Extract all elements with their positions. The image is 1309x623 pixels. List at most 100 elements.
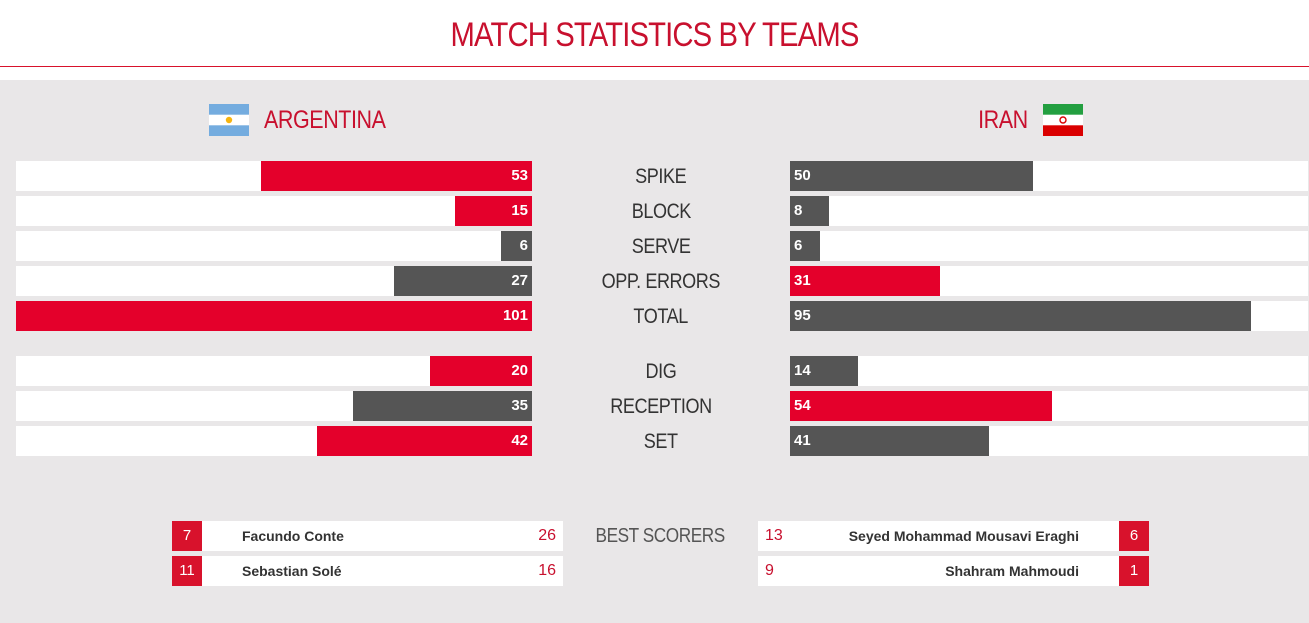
stat-label-text: SET xyxy=(644,430,678,453)
best-scorers-label: BEST SCORERS xyxy=(563,525,758,548)
team-right: IRAN xyxy=(970,104,1083,136)
bar-right: 31 xyxy=(790,266,940,296)
stat-row-serve: 6 SERVE 6 xyxy=(0,231,1309,261)
value-left: 15 xyxy=(511,202,528,219)
bar-track-right: 8 xyxy=(790,196,1308,226)
stat-label-text: TOTAL xyxy=(633,305,689,328)
value-right: 50 xyxy=(794,167,811,184)
bar-track-left: 20 xyxy=(16,356,532,386)
stat-label-text: SPIKE xyxy=(635,165,687,188)
bar-track-left: 53 xyxy=(16,161,532,191)
stat-row-dig: 20 DIG 14 xyxy=(0,356,1309,386)
bar-track-right: 54 xyxy=(790,391,1308,421)
stat-label: SPIKE xyxy=(532,165,790,189)
value-right: 95 xyxy=(794,307,811,324)
scorer-points: 13 xyxy=(765,527,783,544)
stat-row-spike: 53 SPIKE 50 xyxy=(0,161,1309,191)
scorer-points: 9 xyxy=(765,562,774,579)
stat-label: DIG xyxy=(532,360,790,384)
value-right: 54 xyxy=(794,397,811,414)
stat-label-text: SERVE xyxy=(631,235,691,258)
scorer-card: 13 Seyed Mohammad Mousavi Eraghi xyxy=(758,521,1119,551)
bar-track-left: 42 xyxy=(16,426,532,456)
argentina-flag-icon xyxy=(209,104,249,136)
value-left: 6 xyxy=(519,237,528,254)
bar-track-right: 50 xyxy=(790,161,1308,191)
bar-right: 14 xyxy=(790,356,858,386)
scorer-number: 6 xyxy=(1119,521,1149,551)
scorer-points: 26 xyxy=(538,527,556,544)
page-title: MATCH STATISTICS BY TEAMS xyxy=(450,16,860,54)
bar-track-right: 6 xyxy=(790,231,1308,261)
stat-row-opp-errors: 27 OPP. ERRORS 31 xyxy=(0,266,1309,296)
value-left: 27 xyxy=(511,272,528,289)
team-left: ARGENTINA xyxy=(209,104,405,136)
scorer-card: Sebastian Solé 16 xyxy=(202,556,563,586)
scorer-right-row: 9 Shahram Mahmoudi 1 xyxy=(758,556,1149,586)
stat-row-total: 101 TOTAL 95 xyxy=(0,301,1309,331)
scorer-left-row: 7 Facundo Conte 26 xyxy=(172,521,563,551)
bar-left: 53 xyxy=(261,161,532,191)
bar-track-left: 35 xyxy=(16,391,532,421)
scorer-number: 1 xyxy=(1119,556,1149,586)
team-right-name: IRAN xyxy=(978,105,1028,134)
scorer-name: Seyed Mohammad Mousavi Eraghi xyxy=(848,528,1079,544)
stat-label: TOTAL xyxy=(532,305,790,329)
value-left: 20 xyxy=(511,362,528,379)
scorer-number: 7 xyxy=(172,521,202,551)
bar-track-right: 95 xyxy=(790,301,1308,331)
stat-label: RECEPTION xyxy=(532,395,790,419)
stat-label-text: BLOCK xyxy=(631,200,691,223)
stat-label-text: RECEPTION xyxy=(610,395,712,418)
bar-right: 8 xyxy=(790,196,829,226)
header: MATCH STATISTICS BY TEAMS xyxy=(0,0,1309,67)
value-left: 101 xyxy=(502,307,528,324)
stat-row-block: 15 BLOCK 8 xyxy=(0,196,1309,226)
value-left: 35 xyxy=(511,397,528,414)
stat-row-set: 42 SET 41 xyxy=(0,426,1309,456)
bar-track-left: 101 xyxy=(16,301,532,331)
bar-right: 50 xyxy=(790,161,1033,191)
value-left: 42 xyxy=(511,432,528,449)
bar-left: 27 xyxy=(394,266,532,296)
value-right: 14 xyxy=(794,362,811,379)
value-right: 8 xyxy=(794,202,803,219)
bar-left: 15 xyxy=(455,196,532,226)
value-right: 6 xyxy=(794,237,803,254)
scorer-right-row: 13 Seyed Mohammad Mousavi Eraghi 6 xyxy=(758,521,1149,551)
scorer-name: Facundo Conte xyxy=(242,528,344,544)
bar-right: 95 xyxy=(790,301,1251,331)
scorer-number: 11 xyxy=(172,556,202,586)
value-right: 31 xyxy=(794,272,811,289)
team-left-name: ARGENTINA xyxy=(264,105,386,134)
scorer-left-row: 11 Sebastian Solé 16 xyxy=(172,556,563,586)
bar-left: 35 xyxy=(353,391,532,421)
scorer-name: Sebastian Solé xyxy=(242,563,342,579)
scorer-card: Facundo Conte 26 xyxy=(202,521,563,551)
bar-right: 41 xyxy=(790,426,989,456)
value-right: 41 xyxy=(794,432,811,449)
scorer-card: 9 Shahram Mahmoudi xyxy=(758,556,1119,586)
iran-flag-icon xyxy=(1043,104,1083,136)
stat-label: SERVE xyxy=(532,235,790,259)
bar-right: 6 xyxy=(790,231,820,261)
bar-left: 20 xyxy=(430,356,532,386)
best-scorers-label-text: BEST SCORERS xyxy=(595,525,726,547)
stat-label-text: OPP. ERRORS xyxy=(601,270,721,293)
bar-track-left: 6 xyxy=(16,231,532,261)
bar-left: 42 xyxy=(317,426,532,456)
stat-row-reception: 35 RECEPTION 54 xyxy=(0,391,1309,421)
bar-left: 6 xyxy=(501,231,532,261)
scorer-name: Shahram Mahmoudi xyxy=(945,563,1079,579)
bar-track-left: 27 xyxy=(16,266,532,296)
stat-label: BLOCK xyxy=(532,200,790,224)
bar-track-left: 15 xyxy=(16,196,532,226)
stat-label-text: DIG xyxy=(645,360,677,383)
value-left: 53 xyxy=(511,167,528,184)
stat-label: OPP. ERRORS xyxy=(532,270,790,294)
scorer-points: 16 xyxy=(538,562,556,579)
bar-left: 101 xyxy=(16,301,532,331)
bar-right: 54 xyxy=(790,391,1052,421)
bar-track-right: 14 xyxy=(790,356,1308,386)
bar-track-right: 31 xyxy=(790,266,1308,296)
